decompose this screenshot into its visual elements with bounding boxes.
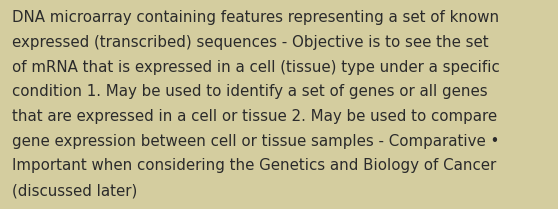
Text: condition 1. May be used to identify a set of genes or all genes: condition 1. May be used to identify a s… — [12, 84, 488, 99]
Text: of mRNA that is expressed in a cell (tissue) type under a specific: of mRNA that is expressed in a cell (tis… — [12, 60, 500, 75]
Text: (discussed later): (discussed later) — [12, 183, 138, 198]
Text: gene expression between cell or tissue samples - Comparative •: gene expression between cell or tissue s… — [12, 134, 499, 149]
Text: Important when considering the Genetics and Biology of Cancer: Important when considering the Genetics … — [12, 158, 497, 173]
Text: expressed (transcribed) sequences - Objective is to see the set: expressed (transcribed) sequences - Obje… — [12, 35, 489, 50]
Text: that are expressed in a cell or tissue 2. May be used to compare: that are expressed in a cell or tissue 2… — [12, 109, 497, 124]
Text: DNA microarray containing features representing a set of known: DNA microarray containing features repre… — [12, 10, 499, 25]
